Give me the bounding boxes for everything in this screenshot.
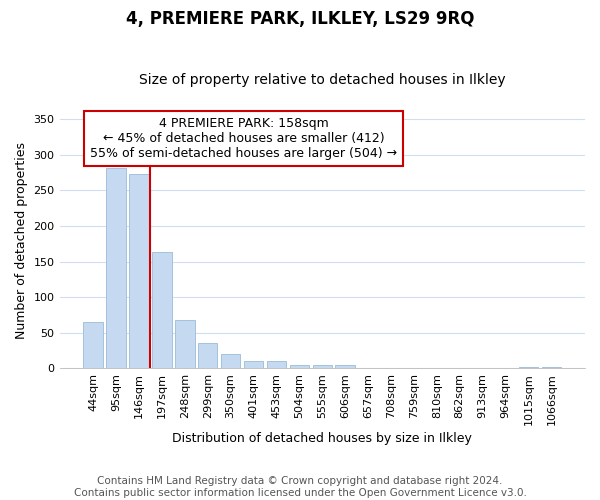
Bar [198, 344, 217, 368]
Bar [244, 362, 263, 368]
Text: 4 PREMIERE PARK: 158sqm
← 45% of detached houses are smaller (412)
55% of semi-d: 4 PREMIERE PARK: 158sqm ← 45% of detache… [90, 117, 397, 160]
Text: 4, PREMIERE PARK, ILKLEY, LS29 9RQ: 4, PREMIERE PARK, ILKLEY, LS29 9RQ [126, 10, 474, 28]
Bar [542, 367, 561, 368]
Y-axis label: Number of detached properties: Number of detached properties [15, 142, 28, 338]
Bar [129, 174, 149, 368]
Bar [267, 362, 286, 368]
Title: Size of property relative to detached houses in Ilkley: Size of property relative to detached ho… [139, 73, 506, 87]
Bar [175, 320, 194, 368]
Bar [152, 252, 172, 368]
Text: Contains HM Land Registry data © Crown copyright and database right 2024.
Contai: Contains HM Land Registry data © Crown c… [74, 476, 526, 498]
Bar [519, 367, 538, 368]
X-axis label: Distribution of detached houses by size in Ilkley: Distribution of detached houses by size … [172, 432, 472, 445]
Bar [313, 365, 332, 368]
Bar [290, 365, 309, 368]
Bar [335, 365, 355, 368]
Bar [221, 354, 241, 368]
Bar [83, 322, 103, 368]
Bar [106, 168, 126, 368]
